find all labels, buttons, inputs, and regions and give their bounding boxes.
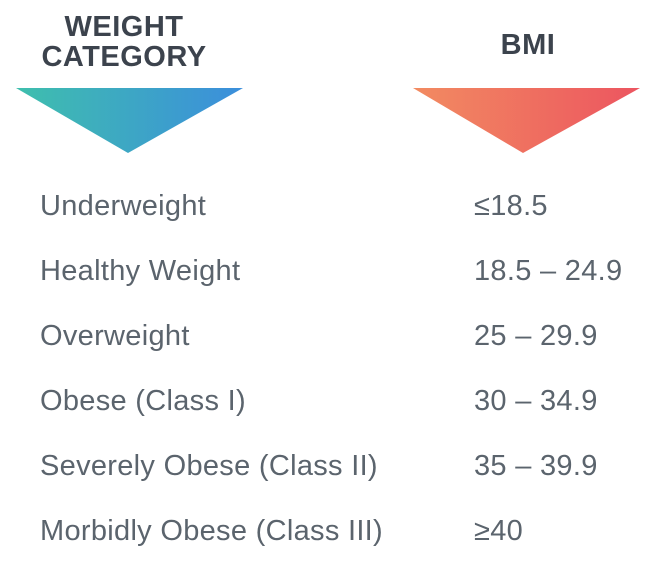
bmi-value-cell: ≥40 [474, 515, 524, 547]
table-row: Obese (Class I) 30 – 34.9 [0, 369, 661, 434]
table-row: Overweight 25 – 29.9 [0, 304, 661, 369]
table-row: Underweight ≤18.5 [0, 174, 661, 239]
bmi-value-cell: 30 – 34.9 [474, 385, 598, 417]
bmi-value-cell: ≤18.5 [474, 190, 548, 222]
weight-category-column-header: WEIGHT CATEGORY [41, 11, 207, 73]
table-row: Healthy Weight 18.5 – 24.9 [0, 239, 661, 304]
bmi-value-cell: 25 – 29.9 [474, 320, 598, 352]
bmi-value-cell: 35 – 39.9 [474, 450, 598, 482]
table-row: Severely Obese (Class II) 35 – 39.9 [0, 434, 661, 499]
bmi-arrow-down-icon [413, 88, 640, 153]
table-row: Morbidly Obese (Class III) ≥40 [0, 499, 661, 564]
bmi-table: Underweight ≤18.5 Healthy Weight 18.5 – … [0, 174, 661, 564]
category-cell: Morbidly Obese (Class III) [40, 515, 383, 547]
category-cell: Overweight [40, 320, 190, 352]
category-cell: Severely Obese (Class II) [40, 450, 378, 482]
bmi-value-cell: 18.5 – 24.9 [474, 255, 623, 287]
category-arrow-down-icon [16, 88, 243, 153]
bmi-column-header: BMI [500, 29, 556, 61]
category-cell: Healthy Weight [40, 255, 241, 287]
category-cell: Obese (Class I) [40, 385, 246, 417]
category-cell: Underweight [40, 190, 207, 222]
